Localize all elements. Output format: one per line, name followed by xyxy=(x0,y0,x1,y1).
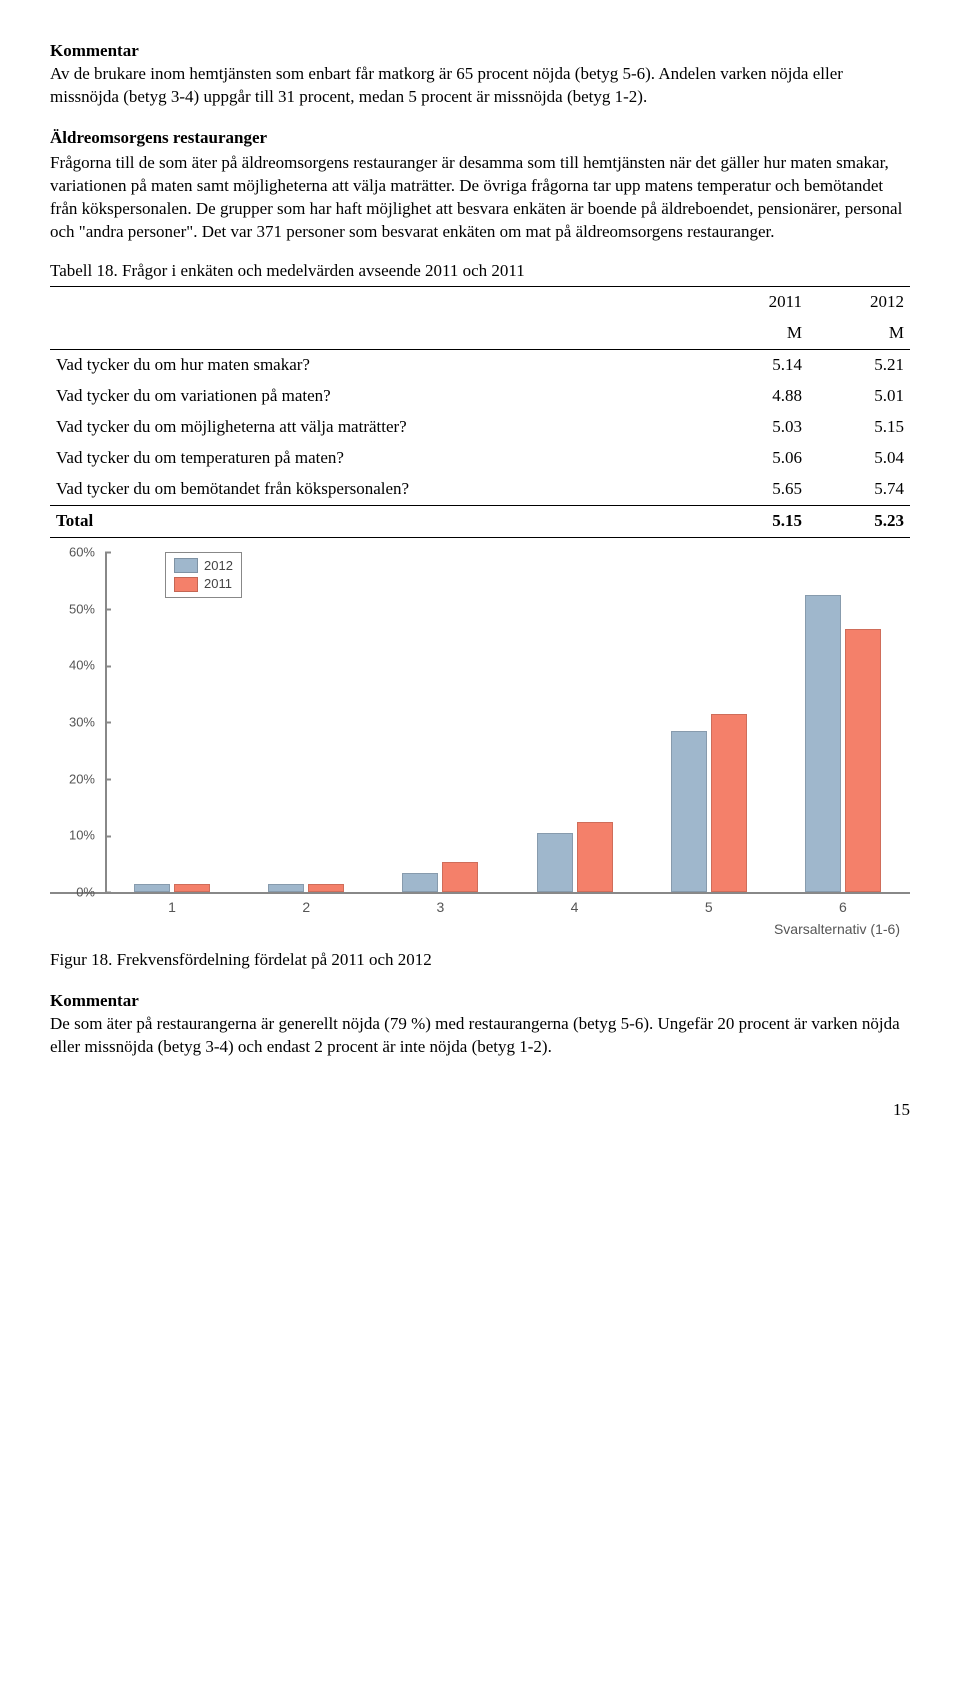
legend-swatch xyxy=(174,558,198,573)
x-axis-title: Svarsalternativ (1-6) xyxy=(50,920,910,939)
bar-group xyxy=(805,595,881,892)
table-row: Vad tycker du om bemötandet från köksper… xyxy=(50,474,910,505)
legend-item: 2011 xyxy=(174,575,233,593)
kommentar-2-text: De som äter på restaurangerna är generel… xyxy=(50,1014,900,1056)
bar-group xyxy=(671,714,747,892)
table-caption: Tabell 18. Frågor i enkäten och medelvär… xyxy=(50,260,910,283)
table-row: Vad tycker du om hur maten smakar?5.145.… xyxy=(50,350,910,381)
table-row: Vad tycker du om temperaturen på maten?5… xyxy=(50,443,910,474)
section-2-text: Frågorna till de som äter på äldreomsorg… xyxy=(50,152,910,244)
y-tick-label: 30% xyxy=(50,715,105,728)
bar-group xyxy=(537,822,613,892)
kommentar-2-heading: Kommentar xyxy=(50,991,139,1010)
y-tick: 60% xyxy=(50,545,105,558)
bar-2012 xyxy=(268,884,304,892)
page-number: 15 xyxy=(50,1099,910,1122)
value-2012: 5.15 xyxy=(808,412,910,443)
y-tick: 30% xyxy=(50,715,105,728)
y-tick-label: 50% xyxy=(50,602,105,615)
bar-2012 xyxy=(134,884,170,892)
bar-group xyxy=(402,862,478,892)
section-2-heading: Äldreomsorgens restauranger xyxy=(50,127,910,150)
legend-item: 2012 xyxy=(174,557,233,575)
table-row: Vad tycker du om möjligheterna att välja… xyxy=(50,412,910,443)
y-tick-label: 40% xyxy=(50,659,105,672)
value-2012: 5.74 xyxy=(808,474,910,505)
col-2012-sub: M xyxy=(808,318,910,349)
plot-area: 20122011 xyxy=(105,552,910,892)
bar-2012 xyxy=(537,833,573,892)
table-total-row: Total5.155.23 xyxy=(50,506,910,538)
bar-2011 xyxy=(308,884,344,892)
bar-2011 xyxy=(442,862,478,892)
y-tick: 40% xyxy=(50,659,105,672)
x-tick-label: 6 xyxy=(839,898,847,917)
x-tick-label: 2 xyxy=(302,898,310,917)
kommentar-1-heading: Kommentar xyxy=(50,41,139,60)
legend-label: 2011 xyxy=(204,575,232,593)
col-2011-sub: M xyxy=(706,318,808,349)
col-2011: 2011 xyxy=(706,287,808,318)
kommentar-1: Kommentar Av de brukare inom hemtjänsten… xyxy=(50,40,910,109)
col-2012: 2012 xyxy=(808,287,910,318)
y-tick-label: 0% xyxy=(50,885,105,898)
chart-legend: 20122011 xyxy=(165,552,242,598)
figure-caption: Figur 18. Frekvensfördelning fördelat på… xyxy=(50,949,910,972)
value-2012: 5.21 xyxy=(808,350,910,381)
bar-2011 xyxy=(577,822,613,892)
total-2012: 5.23 xyxy=(808,506,910,538)
kommentar-1-text: Av de brukare inom hemtjänsten som enbar… xyxy=(50,64,843,106)
bar-group xyxy=(268,884,344,892)
x-tick-label: 5 xyxy=(705,898,713,917)
value-2012: 5.01 xyxy=(808,381,910,412)
y-tick: 0% xyxy=(50,885,105,898)
total-2011: 5.15 xyxy=(706,506,808,538)
bar-2011 xyxy=(711,714,747,892)
y-tick-label: 10% xyxy=(50,829,105,842)
question-cell: Vad tycker du om hur maten smakar? xyxy=(50,350,706,381)
bar-2012 xyxy=(805,595,841,892)
question-cell: Vad tycker du om möjligheterna att välja… xyxy=(50,412,706,443)
y-axis: 0%10%20%30%40%50%60% xyxy=(50,552,107,892)
bar-2012 xyxy=(402,873,438,892)
value-2012: 5.04 xyxy=(808,443,910,474)
value-2011: 4.88 xyxy=(706,381,808,412)
x-tick-label: 4 xyxy=(571,898,579,917)
legend-label: 2012 xyxy=(204,557,233,575)
legend-swatch xyxy=(174,577,198,592)
value-2011: 5.65 xyxy=(706,474,808,505)
y-tick-label: 20% xyxy=(50,772,105,785)
value-2011: 5.06 xyxy=(706,443,808,474)
question-cell: Vad tycker du om bemötandet från köksper… xyxy=(50,474,706,505)
value-2011: 5.14 xyxy=(706,350,808,381)
y-tick: 10% xyxy=(50,829,105,842)
bar-group xyxy=(134,884,210,892)
y-tick: 50% xyxy=(50,602,105,615)
question-cell: Vad tycker du om variationen på maten? xyxy=(50,381,706,412)
y-tick: 20% xyxy=(50,772,105,785)
x-tick-label: 3 xyxy=(437,898,445,917)
total-label: Total xyxy=(50,506,706,538)
y-tick-label: 60% xyxy=(50,545,105,558)
question-cell: Vad tycker du om temperaturen på maten? xyxy=(50,443,706,474)
x-tick-label: 1 xyxy=(168,898,176,917)
bar-2011 xyxy=(174,884,210,892)
bar-chart: 0%10%20%30%40%50%60% 20122011 123456 Sva… xyxy=(50,552,910,939)
data-table: 2011 2012 M M Vad tycker du om hur maten… xyxy=(50,286,910,538)
value-2011: 5.03 xyxy=(706,412,808,443)
bar-2012 xyxy=(671,731,707,892)
bar-2011 xyxy=(845,629,881,892)
kommentar-2: Kommentar De som äter på restaurangerna … xyxy=(50,990,910,1059)
x-axis-labels: 1 2 3 4 5 6 xyxy=(105,894,910,916)
table-row: Vad tycker du om variationen på maten?4.… xyxy=(50,381,910,412)
